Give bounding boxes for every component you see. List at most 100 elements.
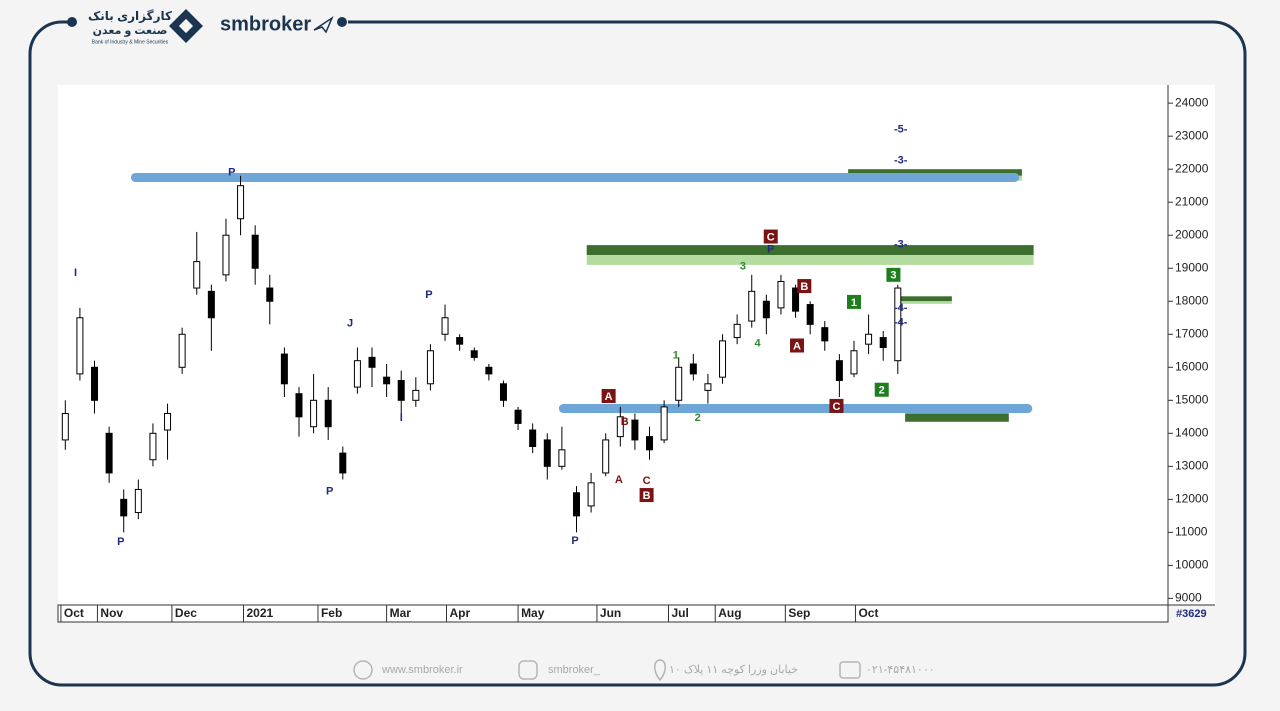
logo-subtitle: Bank of Industry & Mine Securities (92, 39, 169, 45)
candle-body (806, 304, 814, 325)
candle-body (134, 488, 142, 514)
candle-body (719, 340, 727, 378)
brand-icon (313, 15, 334, 34)
annotation: P (571, 535, 578, 547)
candle-body (397, 379, 405, 401)
phone-icon (839, 661, 861, 679)
header-bg (68, 8, 348, 38)
candle-body (149, 432, 157, 461)
footer-instagram: smbroker_ (548, 664, 601, 676)
candle-body (587, 482, 595, 507)
location-icon (654, 659, 666, 682)
annotation-box (846, 294, 861, 309)
annotation-box (797, 279, 812, 294)
x-axis-band (57, 604, 1169, 623)
annotation: -4- (894, 316, 908, 328)
y-tick-label: 19000 (1175, 260, 1209, 274)
candle-body (368, 356, 376, 368)
candle-body (324, 399, 332, 428)
y-tick-label: 9000 (1175, 591, 1202, 605)
candle-body (499, 383, 507, 401)
x-tick-label: Aug (718, 606, 741, 620)
y-tick-label: 20000 (1175, 227, 1209, 241)
candle-body (251, 234, 259, 269)
candle-body (178, 333, 186, 368)
candle-body (543, 439, 551, 467)
candle-body (514, 409, 522, 424)
candle-body (762, 300, 770, 319)
annotation-box (601, 389, 616, 404)
annotation: B (800, 281, 808, 293)
candle-body (383, 376, 391, 385)
annotation: A (615, 474, 623, 486)
annotation: 1 (673, 350, 679, 362)
candle-body (748, 290, 756, 322)
logo-text: صنعت و معدن (93, 25, 168, 37)
y-tick-label: 23000 (1175, 128, 1209, 142)
annotation-box (829, 398, 844, 413)
candle-body (295, 393, 303, 418)
x-tick-label: Jul (672, 606, 689, 620)
candle-body (164, 413, 172, 431)
candle-body (237, 185, 245, 220)
candle-body (470, 350, 478, 358)
candle-body (850, 350, 858, 375)
candle-body (76, 317, 84, 375)
candle-body (339, 452, 347, 474)
annotation: 3 (890, 270, 896, 282)
candle-body (441, 317, 449, 335)
annotation: 1 (851, 297, 857, 309)
candle-body (894, 287, 902, 362)
candle-body (310, 399, 318, 428)
annotation: C (643, 475, 651, 487)
annotation: P (117, 536, 124, 548)
y-tick-label: 11000 (1175, 525, 1208, 539)
x-tick-label: Dec (175, 606, 197, 620)
annotation: -4- (894, 302, 908, 314)
footer-address: خیابان وزرا کوچه ۱۱ پلاک ۱۰ (669, 664, 798, 676)
candle-body (353, 360, 361, 388)
x-tick-label: May (521, 606, 545, 620)
candle-body (879, 337, 887, 348)
x-tick-label: Jun (600, 606, 621, 620)
frame-dot (337, 17, 347, 27)
annotation-box (886, 267, 901, 282)
candle-body (266, 287, 274, 302)
candle-body (412, 389, 420, 401)
y-tick-label: 17000 (1175, 326, 1209, 340)
y-tick-label: 14000 (1175, 425, 1209, 439)
instagram-icon (518, 660, 538, 680)
footer: www.smbroker.ir smbroker_ خیابان وزرا کو… (353, 659, 935, 682)
candle-body (733, 323, 741, 339)
candle-body (61, 413, 69, 441)
annotation: 2 (879, 385, 885, 397)
zone (848, 169, 1022, 176)
zone (894, 301, 952, 304)
zone (586, 245, 1034, 256)
candle-body (675, 366, 683, 401)
y-tick-label: 22000 (1175, 161, 1209, 175)
annotation: 2 (695, 412, 701, 424)
x-tick-label: Oct (858, 606, 878, 620)
candle-body (660, 406, 668, 441)
annotation: -3- (894, 238, 908, 250)
candle-body (777, 280, 785, 309)
candle-body (835, 360, 843, 381)
annotation: B (621, 416, 629, 428)
annotation-box (639, 488, 654, 503)
annotation: I (74, 267, 77, 279)
annotation: A (605, 391, 613, 403)
zone (586, 255, 1034, 265)
x-tick-label: Feb (321, 606, 342, 620)
candle-body (456, 337, 464, 345)
candle-body (120, 498, 128, 517)
candle-body (222, 234, 230, 276)
y-tick-label: 21000 (1175, 194, 1209, 208)
x-tick-label: Nov (100, 606, 123, 620)
footer-website: www.smbroker.ir (381, 664, 463, 676)
annotation-box (874, 382, 889, 397)
candle-body (105, 432, 113, 474)
x-tick-label: Sep (788, 606, 810, 620)
y-tick-label: 16000 (1175, 359, 1209, 373)
